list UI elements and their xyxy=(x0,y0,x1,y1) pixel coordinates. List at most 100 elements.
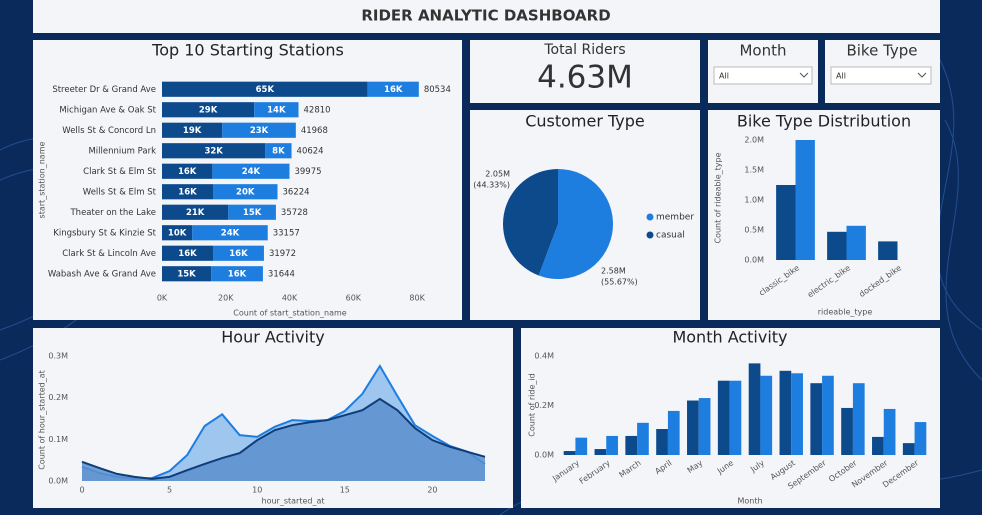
bar xyxy=(872,436,884,455)
y-tick-label: 0.5M xyxy=(744,226,764,235)
data-label: 16K xyxy=(229,249,248,259)
data-label: 16K xyxy=(384,85,403,95)
data-label: 16K xyxy=(178,187,197,197)
dropdown[interactable] xyxy=(830,66,932,85)
dashboard-title: RIDER ANALYTIC DASHBOARD xyxy=(361,7,610,25)
bar xyxy=(760,375,773,455)
bar xyxy=(637,422,649,455)
y-tick-label: 0.1M xyxy=(48,435,68,444)
x-axis-title: Month xyxy=(737,497,762,506)
legend-label: casual xyxy=(656,231,685,241)
bar xyxy=(625,435,638,455)
y-tick-label: Millennium Park xyxy=(88,146,156,156)
data-label: 23K xyxy=(250,126,269,136)
data-label: 32K xyxy=(204,146,223,156)
y-axis-title: Count of rideable_type xyxy=(714,152,723,243)
data-label: 24K xyxy=(242,167,261,177)
data-label: 29K xyxy=(199,105,218,115)
total-label: 40624 xyxy=(297,146,324,156)
data-label: (55.67%) xyxy=(601,278,638,287)
dropdown-value: All xyxy=(836,72,846,81)
bar xyxy=(827,231,847,260)
chart-title: Month Activity xyxy=(672,328,787,347)
bar-segment xyxy=(212,163,290,179)
bar xyxy=(687,400,699,455)
y-tick-label: 0.0M xyxy=(48,477,68,486)
y-tick-label: 0.2M xyxy=(534,401,554,410)
x-tick-label: 20 xyxy=(427,486,437,495)
slicer-title: Month xyxy=(739,42,786,60)
dropdown[interactable] xyxy=(713,66,813,85)
bar xyxy=(810,383,823,455)
data-label: 15K xyxy=(177,269,196,279)
bar-segment xyxy=(367,81,419,97)
bar-segment xyxy=(162,266,212,282)
bar xyxy=(822,375,834,455)
y-tick-label: 0.0M xyxy=(744,256,764,265)
total-label: 35728 xyxy=(281,208,308,218)
bar xyxy=(852,383,865,455)
x-tick-label: 20K xyxy=(218,294,234,303)
y-tick-label: Clark St & Elm St xyxy=(83,167,156,177)
data-label: 2.58M xyxy=(601,267,626,276)
header-panel xyxy=(33,0,940,33)
x-tick-label: 5 xyxy=(167,486,172,495)
x-axis-title: rideable_type xyxy=(818,308,873,317)
x-tick-label: 0 xyxy=(79,486,84,495)
bar xyxy=(563,451,576,455)
bar xyxy=(795,140,815,260)
total-label: 41968 xyxy=(301,126,328,136)
dropdown-value: All xyxy=(719,72,729,81)
bar-segment xyxy=(213,184,278,200)
bar xyxy=(883,408,896,455)
x-tick-label: 80K xyxy=(409,294,425,303)
bar-segment xyxy=(222,122,296,138)
area-fill xyxy=(82,398,485,481)
data-label: 15K xyxy=(243,208,262,218)
bar-segment xyxy=(265,143,292,159)
wave xyxy=(944,119,982,381)
y-axis-title: Count of ride_id xyxy=(528,373,537,436)
x-tick-label: 10 xyxy=(252,486,262,495)
total-label: 31644 xyxy=(268,269,295,279)
bar xyxy=(776,185,796,260)
wave xyxy=(936,59,982,331)
x-axis-title: Count of start_station_name xyxy=(233,309,346,318)
data-label: (44.33%) xyxy=(473,181,510,190)
bar-segment xyxy=(162,143,266,159)
y-tick-label: 0.2M xyxy=(48,393,68,402)
pie-slice xyxy=(503,169,558,276)
data-label: 10K xyxy=(168,228,187,238)
legend-swatch xyxy=(646,213,654,221)
bar-segment xyxy=(162,102,255,118)
bar xyxy=(717,380,730,455)
bar-segment xyxy=(162,184,214,200)
total-label: 36224 xyxy=(283,187,310,197)
bar-segment xyxy=(211,266,263,282)
chart-title: Customer Type xyxy=(525,112,645,131)
y-tick-label: Theater on the Lake xyxy=(69,208,156,218)
y-tick-label: Michigan Ave & Oak St xyxy=(59,105,156,115)
data-label: 65K xyxy=(256,85,275,95)
card-label: Total Riders xyxy=(543,42,625,58)
x-tick-label: 0K xyxy=(157,294,168,303)
bar-segment xyxy=(213,245,264,261)
bar-segment xyxy=(162,163,213,179)
y-tick-label: Wells St & Elm St xyxy=(83,187,157,197)
data-label: 16K xyxy=(178,249,197,259)
bar xyxy=(667,410,680,455)
x-tick-label: 15 xyxy=(340,486,350,495)
data-label: 16K xyxy=(178,167,197,177)
y-tick-label: 0.4M xyxy=(534,351,554,360)
bar xyxy=(902,443,915,455)
bar-segment xyxy=(162,225,193,241)
y-tick-label: 0.0M xyxy=(534,451,554,460)
bar xyxy=(846,225,866,260)
total-label: 42810 xyxy=(304,105,331,115)
data-label: 20K xyxy=(236,187,255,197)
line xyxy=(81,397,486,480)
total-label: 31972 xyxy=(269,249,296,259)
pie-slice xyxy=(538,169,614,280)
y-tick-label: Streeter Dr & Grand Ave xyxy=(52,85,156,95)
